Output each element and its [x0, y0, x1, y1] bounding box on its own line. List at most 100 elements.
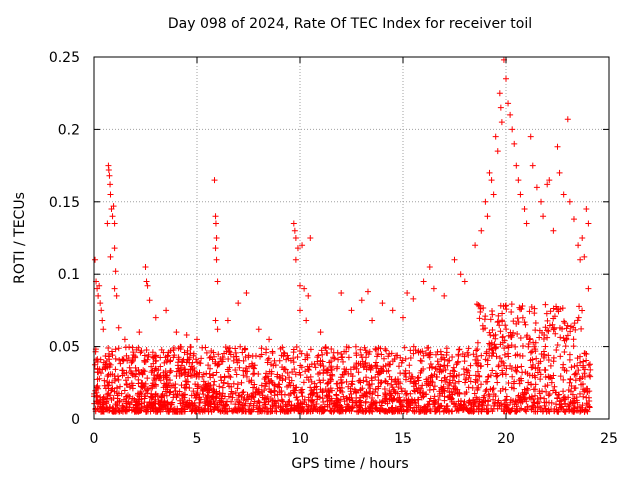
noise-point	[163, 376, 170, 383]
noise-point	[492, 344, 499, 351]
noise-point	[302, 368, 309, 375]
noise-point	[471, 390, 478, 397]
noise-point	[170, 354, 177, 361]
noise-point	[472, 356, 479, 363]
data-point	[212, 213, 219, 220]
data-point	[115, 324, 122, 331]
noise-point	[512, 343, 519, 350]
data-point	[95, 292, 102, 299]
noise-point	[282, 366, 289, 373]
noise-point	[304, 405, 311, 412]
noise-point	[283, 356, 290, 363]
noise-point	[154, 372, 161, 379]
noise-point	[94, 356, 101, 363]
noise-point	[228, 388, 235, 395]
noise-point	[340, 393, 347, 400]
noise-point	[343, 348, 350, 355]
noise-point	[496, 354, 503, 361]
data-point	[441, 292, 448, 299]
noise-point	[452, 380, 459, 387]
noise-point	[133, 402, 140, 409]
x-tick-label: 0	[90, 431, 99, 447]
noise-point	[455, 378, 462, 385]
noise-point	[254, 408, 261, 415]
noise-point	[263, 370, 270, 377]
noise-point	[157, 363, 164, 370]
noise-point	[502, 397, 509, 404]
plot-frame	[93, 56, 610, 420]
noise-point	[362, 405, 369, 412]
x-tick-label: 5	[193, 431, 202, 447]
noise-point	[143, 347, 150, 354]
noise-point	[562, 343, 569, 350]
noise-point	[436, 403, 443, 410]
noise-point	[292, 387, 299, 394]
noise-point	[557, 334, 564, 341]
noise-point	[223, 408, 230, 415]
noise-point	[489, 367, 496, 374]
noise-point	[443, 403, 450, 410]
data-point	[110, 203, 117, 210]
noise-point	[294, 353, 301, 360]
noise-point	[246, 402, 253, 409]
noise-point	[542, 405, 549, 412]
noise-point	[489, 327, 496, 334]
noise-point	[436, 369, 443, 376]
noise-point	[224, 380, 231, 387]
noise-point	[253, 385, 260, 392]
noise-point	[171, 407, 178, 414]
noise-point	[155, 398, 162, 405]
noise-point	[495, 362, 502, 369]
noise-point	[157, 377, 164, 384]
noise-point	[433, 366, 440, 373]
noise-point	[484, 402, 491, 409]
noise-point	[495, 318, 502, 325]
noise-point	[251, 381, 258, 388]
noise-point	[452, 403, 459, 410]
noise-point	[482, 388, 489, 395]
noise-point	[446, 357, 453, 364]
noise-point	[104, 373, 111, 380]
noise-point	[128, 359, 135, 366]
noise-point	[372, 386, 379, 393]
x-tick-label: 10	[291, 431, 309, 447]
noise-point	[587, 366, 594, 373]
data-point	[400, 314, 406, 321]
noise-point	[105, 344, 112, 351]
noise-point	[455, 346, 462, 353]
noise-point	[557, 373, 564, 380]
noise-point	[282, 375, 289, 382]
noise-point	[313, 406, 320, 413]
noise-point	[501, 362, 508, 369]
noise-point	[221, 374, 228, 381]
noise-point	[94, 393, 101, 400]
noise-point	[545, 328, 552, 335]
noise-point	[468, 408, 475, 415]
noise-point	[259, 392, 266, 399]
noise-point	[144, 408, 151, 415]
data-point	[379, 300, 386, 307]
noise-point	[166, 389, 173, 396]
noise-point	[505, 380, 512, 387]
noise-point	[279, 364, 286, 371]
noise-point	[245, 354, 252, 361]
noise-point	[307, 373, 314, 380]
noise-point	[387, 361, 394, 368]
data-point	[538, 198, 545, 205]
noise-point	[410, 350, 417, 357]
data-point	[515, 177, 522, 184]
noise-point	[141, 368, 148, 375]
noise-point	[226, 349, 233, 356]
noise-point	[148, 363, 155, 370]
noise-point	[119, 402, 126, 409]
data-point	[214, 326, 221, 333]
noise-point	[459, 350, 466, 357]
noise-point	[402, 387, 409, 394]
noise-point	[536, 403, 543, 410]
noise-point	[587, 361, 594, 368]
noise-point	[518, 363, 525, 370]
noise-point	[503, 302, 510, 309]
noise-point	[449, 408, 456, 415]
noise-point	[532, 365, 539, 372]
noise-point	[132, 353, 139, 360]
